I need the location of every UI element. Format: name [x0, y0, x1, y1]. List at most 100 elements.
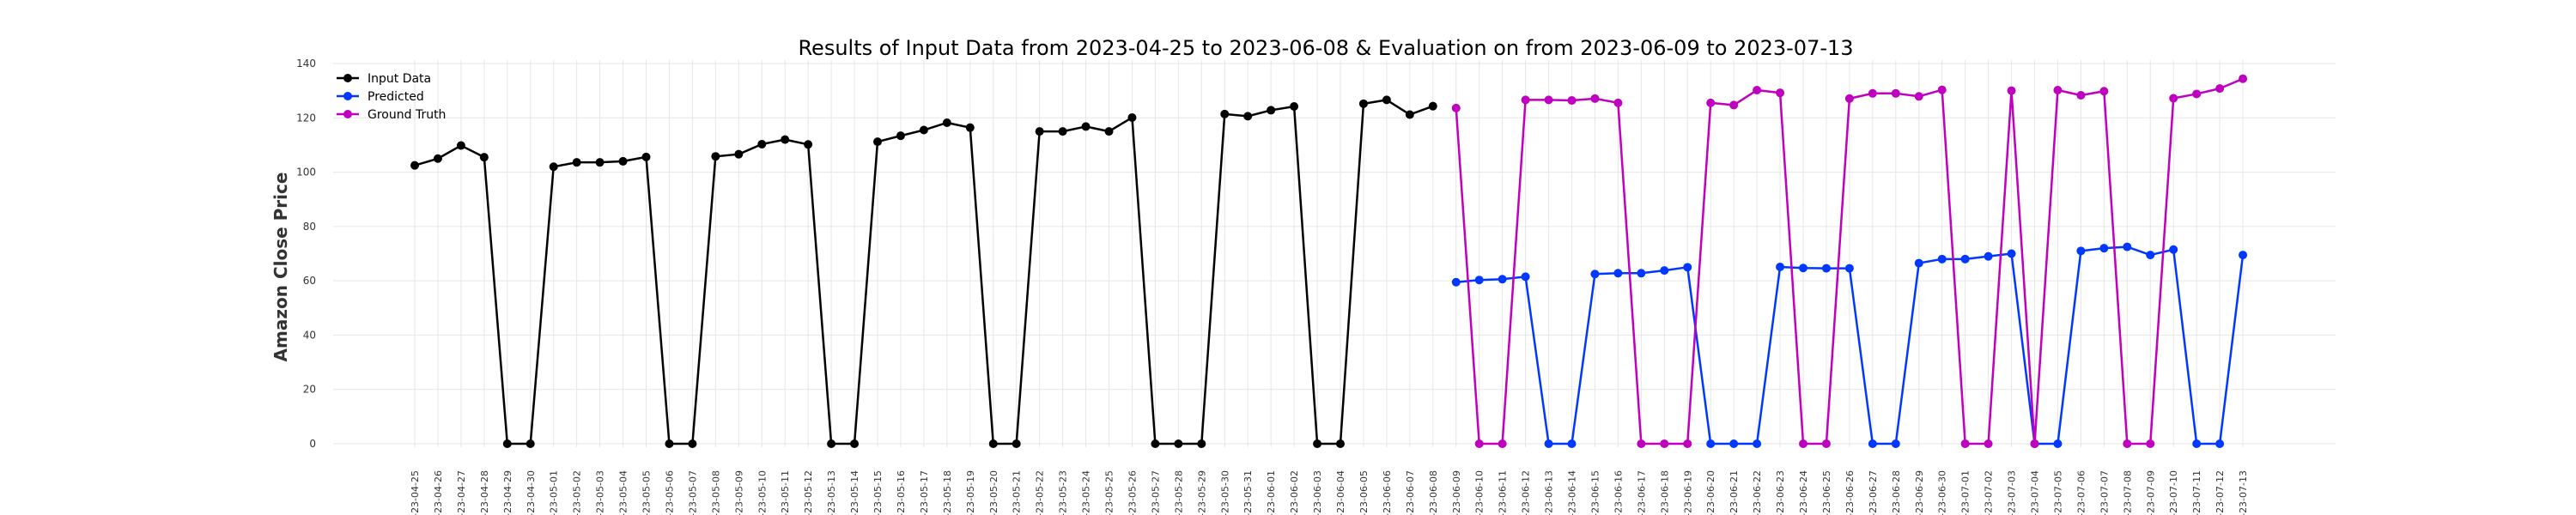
data-point-ground-truth	[2146, 439, 2155, 448]
data-point-predicted	[1706, 439, 1716, 448]
data-point-input-data	[1243, 112, 1253, 121]
data-point-predicted	[2239, 251, 2248, 260]
x-tick-label: -23-06-05	[1358, 470, 1370, 515]
x-tick-label: -23-05-26	[1127, 470, 1138, 515]
x-tick-label: -23-05-24	[1081, 470, 1092, 515]
x-tick-label: -23-06-09	[1451, 470, 1462, 515]
x-tick-label: -23-06-03	[1312, 470, 1323, 515]
data-point-ground-truth	[1567, 96, 1577, 106]
x-tick-label: -23-07-05	[2052, 470, 2063, 515]
data-point-ground-truth	[1683, 439, 1692, 448]
x-tick-label: -23-05-04	[618, 470, 629, 515]
x-tick-label: -23-05-21	[1012, 470, 1023, 515]
x-tick-label: -23-05-01	[549, 470, 560, 515]
data-point-input-data	[1290, 101, 1299, 111]
y-tick-label: 120	[296, 112, 316, 124]
x-tick-label: -23-06-26	[1844, 470, 1856, 515]
x-tick-label: -23-05-08	[710, 470, 721, 515]
x-tick-label: -23-07-12	[2215, 470, 2226, 515]
x-tick-label: -23-05-25	[1104, 470, 1115, 515]
data-point-ground-truth	[1960, 439, 1970, 448]
data-point-input-data	[479, 153, 489, 162]
data-point-predicted	[1451, 277, 1461, 287]
data-point-input-data	[410, 161, 419, 170]
y-tick-label: 140	[296, 58, 316, 70]
x-tick-label: -23-06-25	[1821, 470, 1832, 515]
x-tick-label: -23-06-30	[1937, 470, 1948, 515]
x-tick-label: -23-05-07	[687, 470, 698, 515]
x-tick-label: -23-05-16	[896, 470, 907, 515]
data-point-predicted	[2007, 249, 2016, 258]
x-tick-label: -23-05-18	[942, 470, 953, 515]
x-tick-label: -23-06-18	[1659, 470, 1670, 515]
x-tick-label: -23-04-30	[526, 470, 537, 515]
data-point-input-data	[1405, 110, 1414, 119]
data-point-ground-truth	[1660, 439, 1669, 448]
legend-marker-ground-truth	[343, 110, 352, 118]
x-tick-label: -23-06-07	[1405, 470, 1416, 515]
x-tick-label: -23-04-28	[479, 470, 490, 515]
data-point-ground-truth	[2030, 439, 2039, 448]
x-tick-label: -23-04-25	[410, 470, 421, 515]
data-point-ground-truth	[1776, 88, 1785, 98]
data-point-predicted	[2146, 251, 2155, 260]
x-tick-label: -23-05-22	[1035, 470, 1046, 515]
data-point-input-data	[1428, 101, 1437, 111]
data-point-ground-truth	[1914, 92, 1923, 101]
data-point-input-data	[641, 152, 651, 161]
x-tick-label: -23-06-17	[1636, 470, 1647, 515]
data-point-predicted	[1544, 439, 1553, 448]
x-tick-label: -23-05-30	[1219, 470, 1230, 515]
x-tick-label: -23-07-01	[1960, 470, 1971, 515]
data-point-predicted	[1914, 258, 1923, 268]
data-point-predicted	[1776, 263, 1785, 272]
x-tick-label: -23-06-24	[1798, 470, 1809, 515]
x-tick-label: -23-05-11	[780, 470, 791, 515]
data-point-input-data	[827, 439, 836, 448]
data-point-predicted	[1799, 264, 1807, 273]
data-point-ground-truth	[1521, 95, 1530, 105]
x-tick-label: -23-06-19	[1682, 470, 1693, 515]
x-tick-label: -23-05-13	[826, 470, 837, 515]
x-tick-label: -23-05-23	[1058, 470, 1069, 515]
legend: Input Data Predicted Ground Truth	[337, 72, 446, 122]
data-point-input-data	[433, 154, 442, 163]
x-tick-label: -23-06-04	[1335, 470, 1346, 515]
data-point-input-data	[988, 439, 998, 448]
legend-marker-predicted	[343, 92, 352, 100]
x-tick-label: -23-05-06	[664, 470, 675, 515]
data-point-ground-truth	[1729, 100, 1739, 110]
data-point-ground-truth	[1474, 439, 1484, 448]
data-point-input-data	[456, 141, 465, 150]
y-tick-label: 80	[303, 221, 316, 233]
legend-marker-input-data	[343, 74, 352, 82]
y-tick-label: 0	[309, 438, 316, 450]
x-tick-label: -23-05-15	[872, 470, 884, 515]
data-point-ground-truth	[2192, 89, 2202, 99]
data-point-input-data	[757, 139, 767, 148]
data-point-ground-truth	[1590, 94, 1600, 103]
data-point-input-data	[1151, 439, 1160, 448]
x-tick-label: -23-06-06	[1382, 470, 1393, 515]
data-point-predicted	[1984, 251, 1993, 261]
data-point-ground-truth	[1799, 439, 1807, 448]
x-tick-label: -23-05-29	[1196, 470, 1207, 515]
data-point-input-data	[1336, 439, 1345, 448]
x-tick-label: -23-06-27	[1868, 470, 1879, 515]
data-point-ground-truth	[2123, 439, 2132, 448]
data-point-ground-truth	[2076, 91, 2086, 100]
x-tick-label: -23-06-01	[1266, 470, 1277, 515]
data-point-predicted	[1498, 275, 1507, 284]
data-point-ground-truth	[1984, 439, 1993, 448]
x-tick-label: -23-05-10	[756, 470, 768, 515]
x-tick-label: -23-05-12	[803, 470, 814, 515]
data-point-predicted	[1613, 269, 1623, 278]
data-point-input-data	[711, 152, 720, 161]
x-tick-label: -23-05-31	[1242, 470, 1254, 515]
data-point-predicted	[1891, 439, 1900, 448]
data-point-ground-truth	[2215, 84, 2225, 94]
data-point-input-data	[549, 162, 558, 172]
data-point-input-data	[942, 118, 951, 127]
data-point-input-data	[572, 158, 581, 167]
data-point-ground-truth	[2007, 86, 2016, 95]
